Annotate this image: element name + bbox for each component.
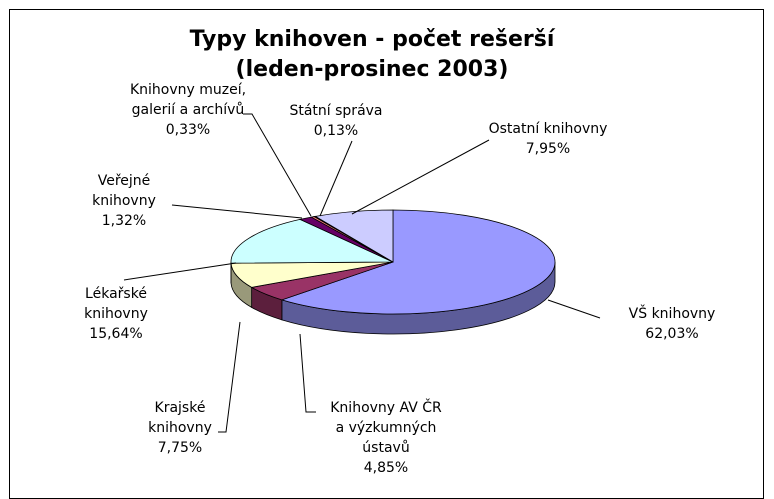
slice-value-label: 1,32%	[102, 213, 146, 229]
slice-value-label: 7,95%	[526, 141, 570, 157]
slice-value-label: 0,33%	[166, 122, 210, 138]
pie-slice	[314, 209, 394, 263]
slice-label: Krajské knihovny	[148, 400, 212, 436]
slice-label: Veřejné knihovny	[92, 173, 156, 209]
leader-line	[547, 299, 601, 319]
leader-line	[299, 333, 316, 413]
slice-value-label: 4,85%	[364, 460, 408, 476]
slice-label: Ostatní knihovny	[489, 121, 608, 137]
slice-label: Knihovny AV ČR a výzkumných ústavů	[330, 398, 442, 456]
slice-label: Státní správa	[289, 103, 382, 119]
slice-label: Lékařské knihovny	[84, 286, 148, 322]
slice-value-label: 15,64%	[89, 326, 142, 342]
pie-slice	[230, 218, 394, 264]
leader-line	[218, 321, 241, 433]
leader-line	[351, 139, 490, 215]
slice-label: VŠ knihovny	[629, 304, 716, 322]
leader-line	[123, 262, 237, 281]
leader-line	[243, 113, 312, 217]
leader-line	[171, 204, 303, 219]
slice-value-label: 0,13%	[314, 123, 358, 139]
pie-slice	[280, 209, 556, 315]
slice-value-label: 62,03%	[645, 326, 698, 342]
leader-line	[319, 140, 353, 217]
chart-title: Typy knihoven - počet rešerší (leden-pros…	[190, 27, 556, 82]
slice-label: Knihovny muzeí, galerií a archívů	[130, 82, 246, 118]
slice-value-label: 7,75%	[158, 440, 202, 456]
